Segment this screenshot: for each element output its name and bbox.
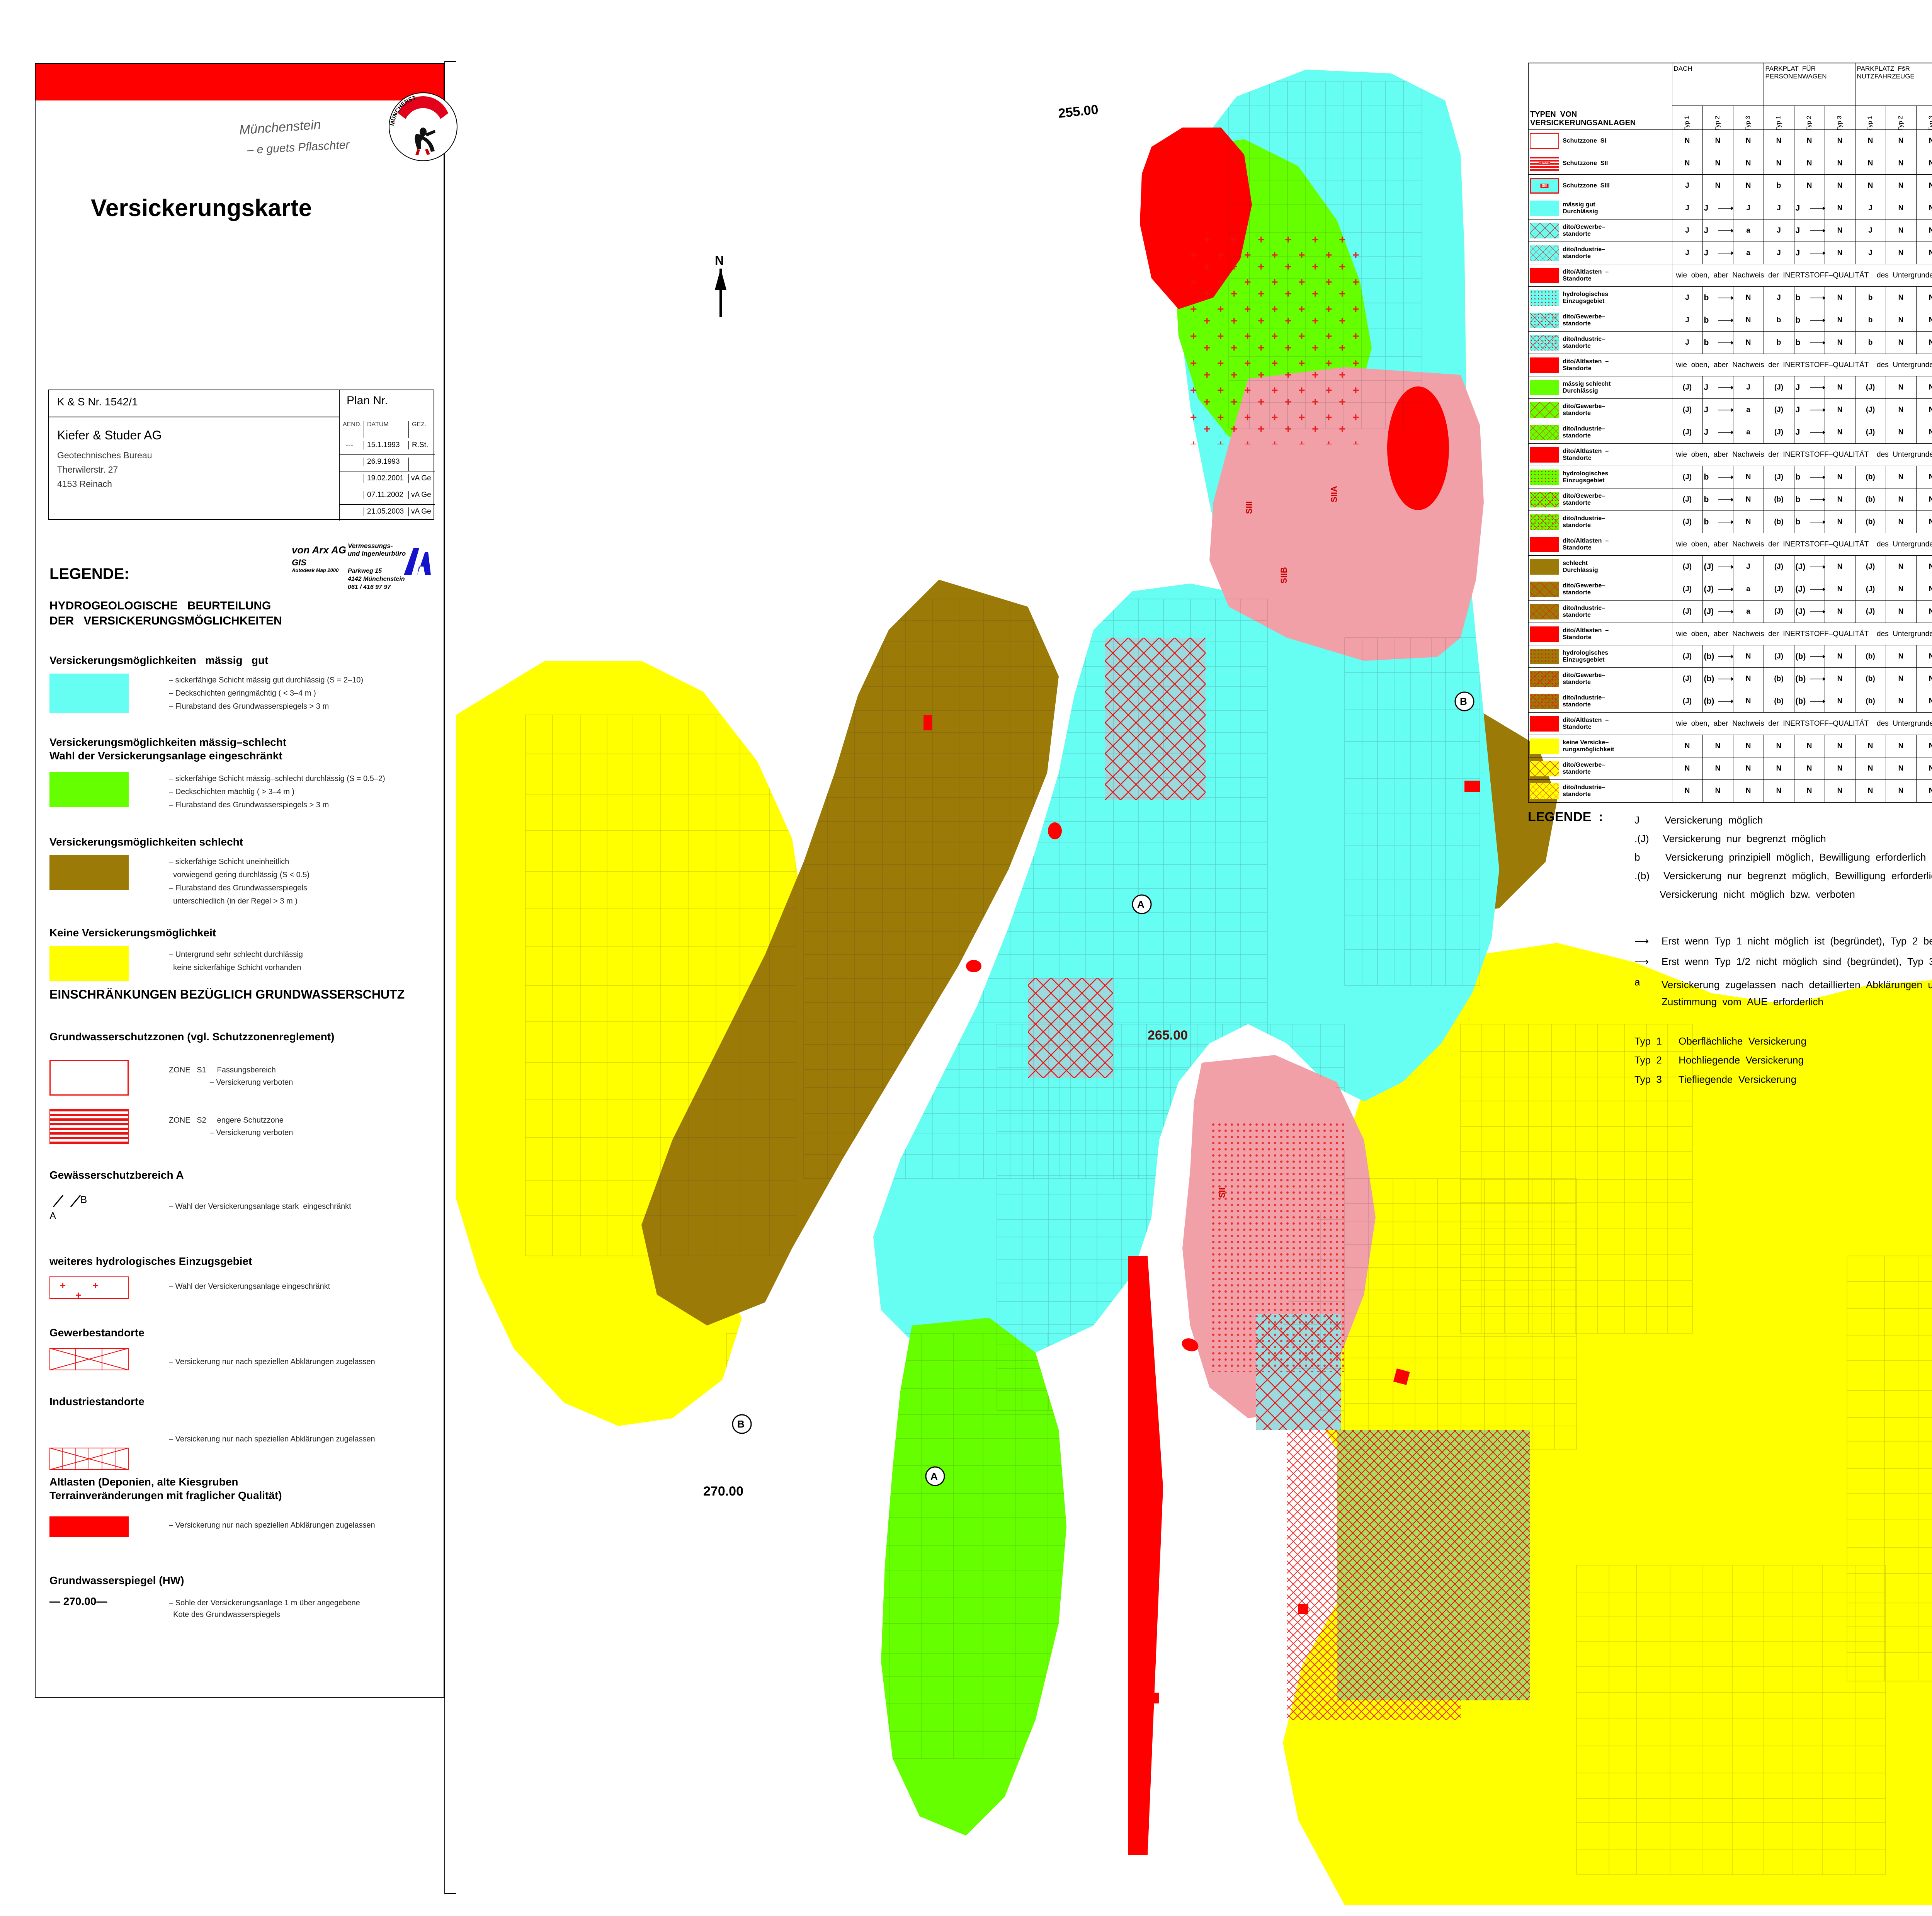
svg-text:+: + [93,1280,99,1291]
svg-text:Münchenstein: Münchenstein [240,117,321,138]
svg-text:B: B [1460,696,1467,707]
svg-text:B: B [737,1418,745,1430]
svg-text:A: A [1137,898,1145,910]
svg-text:A: A [930,1470,938,1482]
svg-text:SIIA: SIIA [1329,486,1339,502]
svg-text:N: N [715,254,724,267]
svg-text:+: + [60,1280,66,1291]
svg-text:– e guets Pflaschter: – e guets Pflaschter [247,138,350,157]
svg-text:265.00: 265.00 [1148,1028,1188,1043]
svg-text:SIIB: SIIB [1279,567,1289,584]
svg-text:SIII: SIII [1244,501,1254,514]
svg-text:SII: SII [1217,1188,1227,1198]
svg-text:A: A [49,1210,56,1222]
svg-text:270.00: 270.00 [703,1484,743,1499]
svg-text:B: B [80,1194,87,1205]
svg-text:+: + [75,1289,81,1300]
